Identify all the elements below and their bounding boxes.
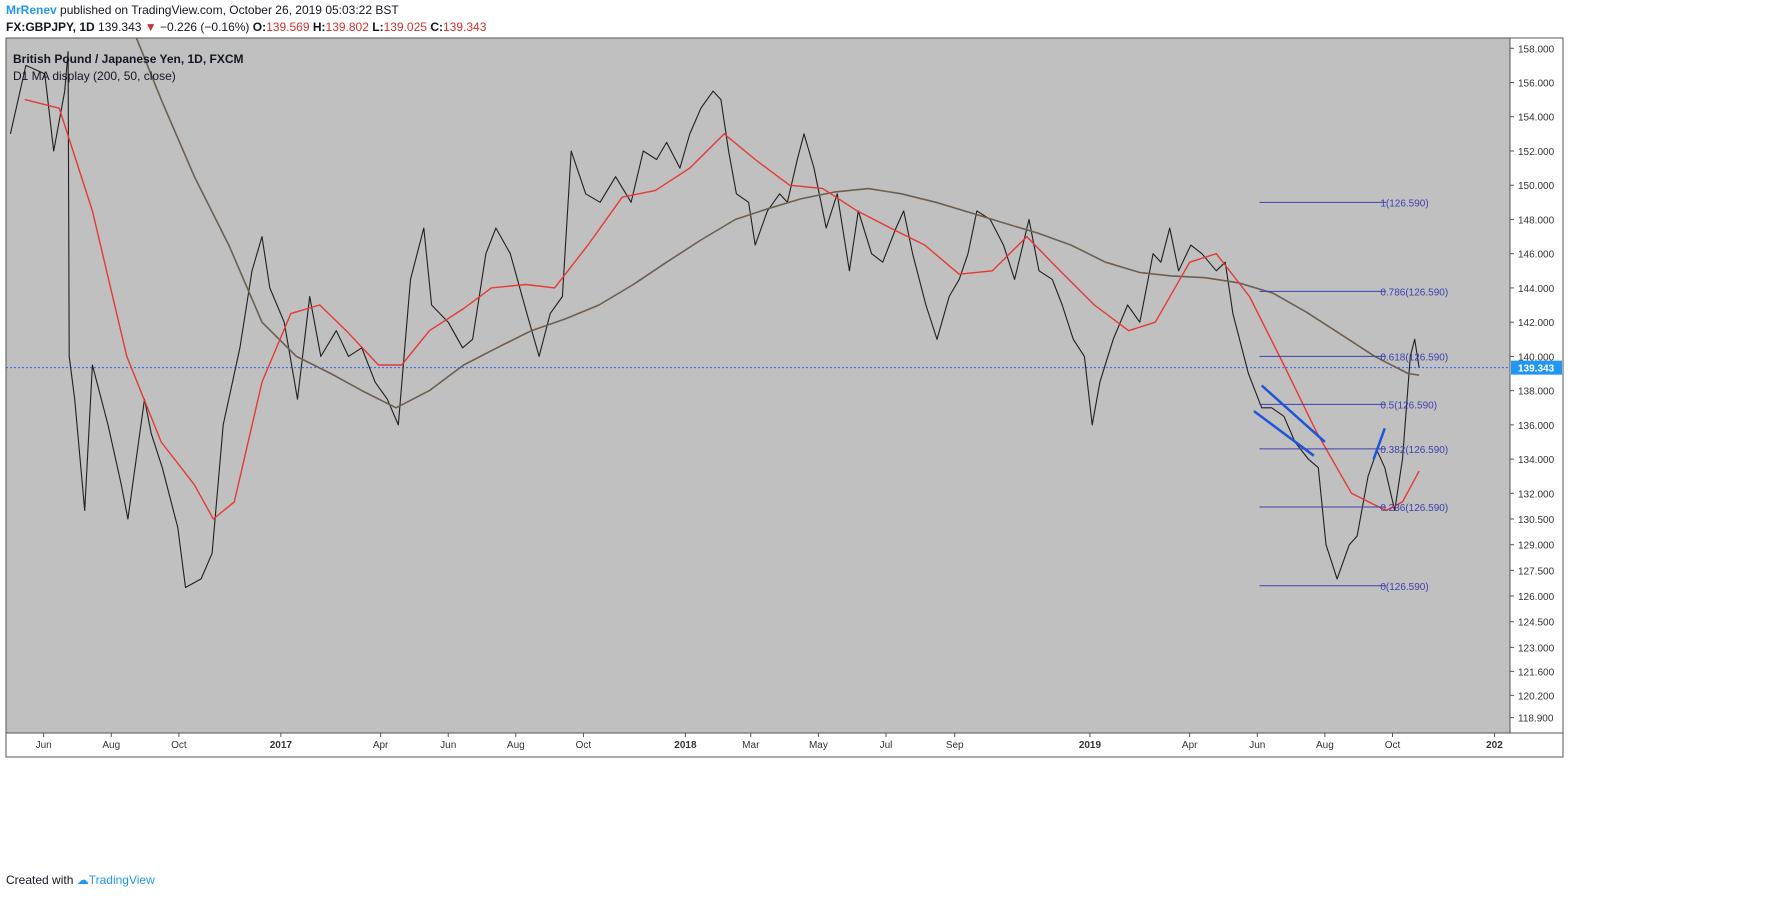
- ohlc-bar: FX:GBPJPY, 1D 139.343 ▼ −0.226 (−0.16%) …: [6, 20, 486, 34]
- chart-title: British Pound / Japanese Yen, 1D, FXCM: [13, 52, 244, 66]
- x-tick-label: Jul: [880, 740, 893, 751]
- last-price-text: 139.343: [98, 20, 142, 34]
- y-tick-label: 138.000: [1518, 387, 1555, 398]
- x-tick-label: Oct: [1385, 740, 1401, 751]
- fib-level-label: 0.382(126.590): [1380, 445, 1448, 456]
- x-tick-label: Apr: [1182, 740, 1198, 751]
- y-tick-label: 152.000: [1518, 147, 1555, 158]
- x-tick-label: Mar: [742, 740, 760, 751]
- publish-info: MrRenev published on TradingView.com, Oc…: [6, 3, 399, 17]
- trend-channel-line: [1260, 384, 1326, 443]
- low-value: 139.025: [383, 20, 427, 34]
- open-value: 139.569: [266, 20, 310, 34]
- y-tick-label: 124.500: [1518, 618, 1555, 629]
- y-tick-label: 146.000: [1518, 250, 1555, 261]
- last-price-tag: [1511, 360, 1562, 375]
- y-tick-label: 158.000: [1518, 44, 1555, 55]
- x-tick-label: Jun: [1249, 740, 1265, 751]
- y-tick-label: 148.000: [1518, 215, 1555, 226]
- indicator-label: D1 MA display (200, 50, close): [13, 69, 176, 83]
- y-tick-label: 132.000: [1518, 489, 1555, 500]
- x-tick-label: 2017: [270, 740, 293, 751]
- x-tick-label: Apr: [373, 740, 389, 751]
- y-tick-label: 144.000: [1518, 284, 1555, 295]
- fib-level-label: 0.236(126.590): [1380, 503, 1448, 514]
- y-tick-label: 129.000: [1518, 541, 1555, 552]
- published-text: published on TradingView.com, October 26…: [60, 3, 399, 17]
- x-tick-label: Oct: [171, 740, 187, 751]
- x-tick-label: 2019: [1079, 740, 1102, 751]
- fib-level-label: 0.786(126.590): [1380, 287, 1448, 298]
- fib-level-label: 1(126.590): [1380, 198, 1428, 209]
- author-link[interactable]: MrRenev: [6, 3, 57, 17]
- y-tick-label: 156.000: [1518, 79, 1555, 90]
- y-tick-label: 130.500: [1518, 515, 1555, 526]
- low-label: L:: [372, 20, 384, 34]
- y-tick-label: 127.500: [1518, 566, 1555, 577]
- x-tick-label: 202: [1486, 740, 1503, 751]
- open-label: O:: [252, 20, 267, 34]
- series-ma-200: [135, 38, 1420, 409]
- x-tick-label: Sep: [946, 740, 964, 751]
- x-tick-label: Aug: [102, 740, 120, 751]
- series-ma-50: [24, 98, 1420, 520]
- y-tick-label: 140.000: [1518, 352, 1555, 363]
- high-value: 139.802: [325, 20, 369, 34]
- fib-level-label: 0.618(126.590): [1380, 352, 1448, 363]
- y-tick-label: 121.600: [1518, 667, 1555, 678]
- last-price-tag-label: 139.343: [1518, 364, 1555, 375]
- created-with-text: Created with: [6, 873, 74, 887]
- x-tick-label: 2018: [674, 740, 697, 751]
- x-tick-label: Jun: [440, 740, 456, 751]
- x-tick-label: May: [809, 740, 828, 751]
- fib-level-label: 0.5(126.590): [1380, 400, 1437, 411]
- footer: Created with ☁TradingView: [6, 873, 155, 887]
- y-tick-label: 134.000: [1518, 455, 1555, 466]
- y-tick-label: 118.900: [1518, 714, 1554, 725]
- x-tick-label: Oct: [576, 740, 592, 751]
- time-scale: [5, 732, 1564, 758]
- high-label: H:: [312, 20, 326, 34]
- fib-level-label: 0(126.590): [1380, 582, 1428, 593]
- tradingview-logo-icon: ☁: [76, 873, 89, 887]
- y-tick-label: 142.000: [1518, 318, 1555, 329]
- tradingview-link[interactable]: TradingView: [88, 873, 155, 887]
- trend-channel-line: [1253, 410, 1315, 457]
- y-tick-label: 126.000: [1518, 592, 1555, 603]
- plot-area: [5, 37, 1511, 734]
- close-label: C:: [430, 20, 443, 34]
- y-tick-label: 150.000: [1518, 181, 1555, 192]
- x-tick-label: Jun: [36, 740, 52, 751]
- price-scale: [1509, 37, 1564, 734]
- symbol-label: FX:GBPJPY, 1D: [6, 20, 95, 34]
- change-text: −0.226 (−0.16%): [160, 20, 250, 34]
- y-tick-label: 154.000: [1518, 113, 1555, 124]
- y-tick-label: 136.000: [1518, 421, 1555, 432]
- down-arrow-icon: ▼: [144, 20, 157, 34]
- trend-channel-line: [1372, 427, 1386, 460]
- x-tick-label: Aug: [1316, 740, 1334, 751]
- close-value: 139.343: [442, 20, 487, 34]
- y-tick-label: 123.000: [1518, 643, 1555, 654]
- y-tick-label: 120.200: [1518, 691, 1555, 702]
- series-gbpjpy: [9, 51, 1420, 589]
- x-tick-label: Aug: [507, 740, 525, 751]
